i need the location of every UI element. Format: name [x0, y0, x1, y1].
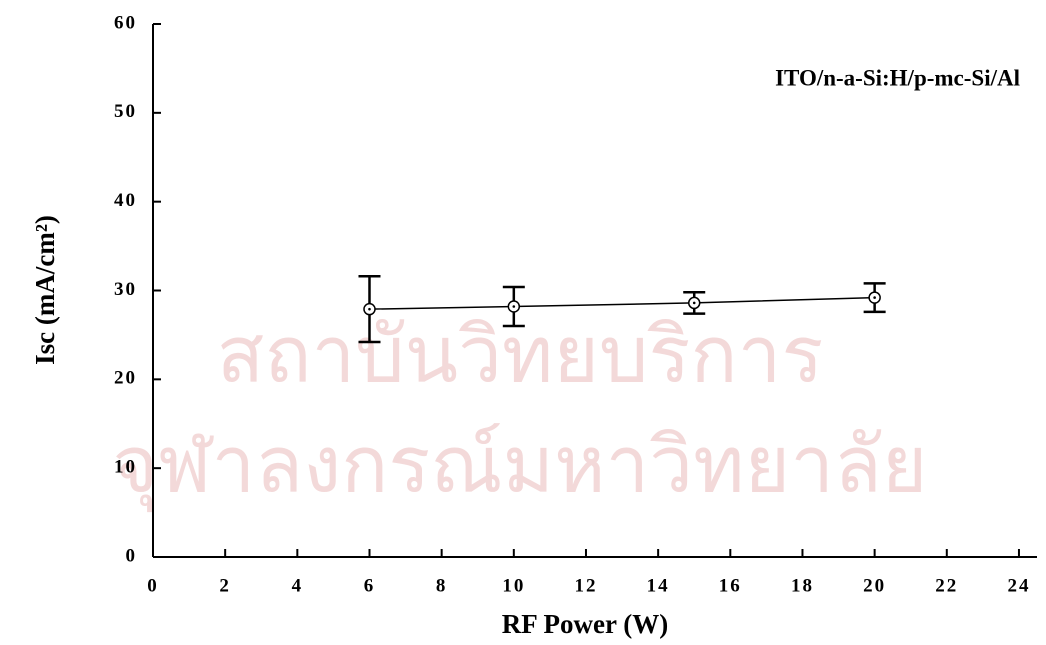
x-tick-label: 10 — [502, 575, 525, 596]
x-tick-label: 4 — [292, 575, 304, 596]
x-tick-label: 14 — [647, 575, 670, 596]
x-tick-label: 22 — [935, 575, 958, 596]
y-tick-label: 50 — [114, 101, 137, 122]
x-axis-label: RF Power (W) — [502, 609, 668, 639]
x-tick-label: 6 — [364, 575, 376, 596]
y-tick-label: 20 — [114, 368, 137, 389]
x-tick-label: 0 — [147, 575, 159, 596]
y-tick-label: 60 — [114, 12, 137, 33]
y-axis-label: Isc (mA/cm²) — [30, 215, 60, 365]
x-tick-label: 18 — [791, 575, 814, 596]
x-tick-label: 24 — [1007, 575, 1030, 596]
watermark: สถาบันวิทยบริการ — [217, 310, 824, 400]
y-tick-label: 40 — [114, 190, 137, 211]
data-point-center — [368, 307, 371, 311]
x-tick-label: 12 — [574, 575, 597, 596]
data-point-center — [873, 296, 876, 299]
data-point-center — [512, 305, 516, 308]
y-tick-label: 10 — [114, 457, 137, 478]
watermark: จุฬาลงกรณ์มหาวิทยาลัย — [112, 420, 927, 512]
y-tick-label: 0 — [126, 545, 138, 566]
x-tick-label: 16 — [719, 575, 742, 596]
annotation: ITO/n-a-Si:H/p-mc-Si/Al — [775, 65, 1020, 90]
data-point-center — [692, 301, 696, 305]
data-line — [369, 296, 875, 310]
x-tick-label: 2 — [219, 575, 231, 596]
x-tick-label: 8 — [436, 575, 448, 596]
x-tick-label: 20 — [863, 575, 886, 596]
y-tick-label: 30 — [114, 279, 137, 300]
